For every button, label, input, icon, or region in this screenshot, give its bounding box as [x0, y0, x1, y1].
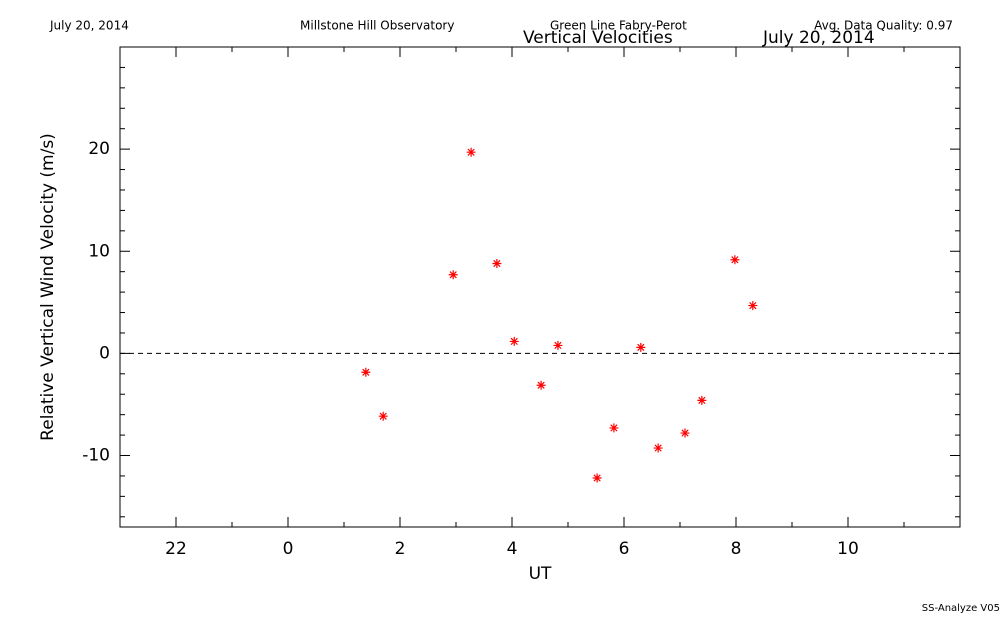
y-tick-label: 0	[99, 343, 110, 363]
x-tick-label: 0	[283, 539, 294, 559]
point	[680, 428, 690, 438]
header-date: July 20, 2014	[49, 19, 129, 33]
point	[609, 423, 619, 433]
x-tick-label: 8	[731, 539, 742, 559]
y-axis-label: Relative Vertical Wind Velocity (m/s)	[38, 133, 58, 441]
point	[748, 301, 758, 311]
header-instrument: Green Line Fabry-Perot	[550, 19, 687, 33]
point	[448, 270, 458, 280]
y-tick-label: 10	[88, 241, 110, 261]
point	[378, 411, 388, 421]
header-observatory: Millstone Hill Observatory	[300, 19, 454, 33]
x-tick-label: 22	[165, 539, 187, 559]
point	[697, 395, 707, 405]
point	[492, 259, 502, 269]
point	[466, 147, 476, 157]
point	[509, 336, 519, 346]
chart-title: Vertical Velocities	[523, 28, 673, 48]
footer: SS-Analyze V05	[922, 603, 1000, 614]
plot-frame	[119, 46, 961, 528]
x-tick-label: 2	[395, 539, 406, 559]
x-tick-label: 10	[837, 539, 859, 559]
point	[592, 473, 602, 483]
point	[636, 342, 646, 352]
x-tick-label: 4	[507, 539, 518, 559]
x-axis-label: UT	[529, 564, 552, 584]
header-quality: Avg. Data Quality: 0.97	[814, 19, 953, 33]
point	[553, 340, 563, 350]
point	[536, 380, 546, 390]
point	[730, 255, 740, 265]
point	[653, 443, 663, 453]
y-tick-label: -10	[82, 446, 110, 466]
point	[361, 367, 371, 377]
x-tick-label: 6	[619, 539, 630, 559]
y-tick-label: 20	[88, 139, 110, 159]
chart-subtitle: July 20, 2014	[762, 28, 875, 48]
